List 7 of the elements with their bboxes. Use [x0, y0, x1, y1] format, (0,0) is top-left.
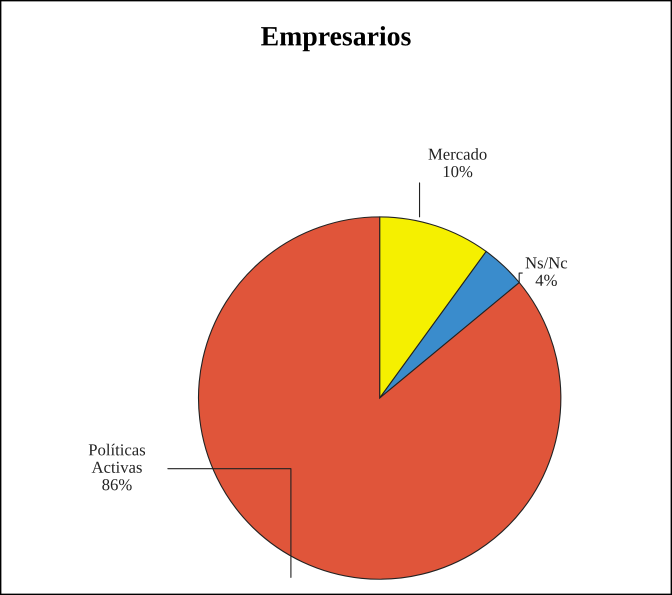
chart-title: Empresarios: [261, 26, 411, 52]
slice-label: Mercado: [428, 148, 487, 160]
slice-label: Políticas Activas: [88, 444, 146, 473]
data-label: 4%: [536, 274, 557, 286]
data-label: 86%: [102, 479, 132, 490]
data-label: 10%: [444, 166, 472, 178]
slice-label: Ns/Nc: [526, 257, 568, 268]
